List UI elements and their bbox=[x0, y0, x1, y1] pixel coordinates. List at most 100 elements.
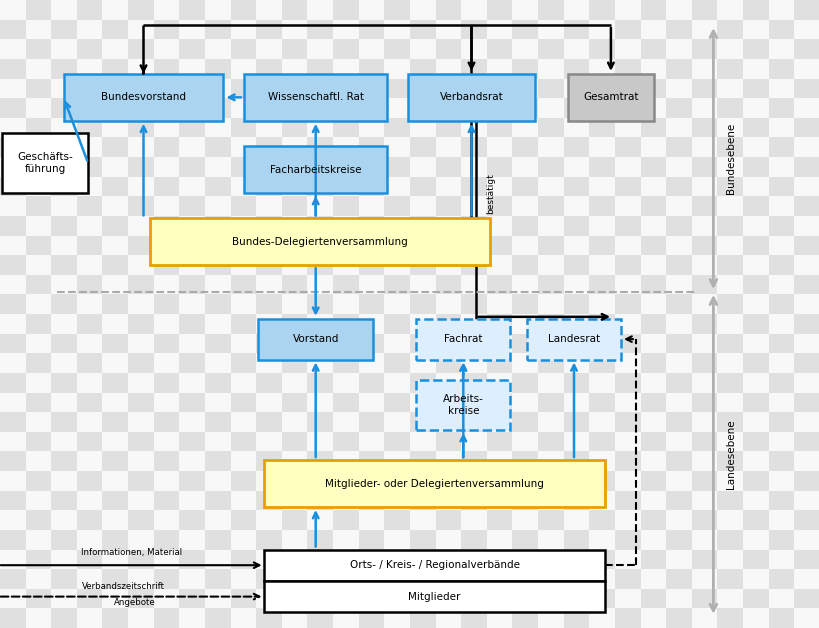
Bar bbox=[537, 373, 563, 392]
Bar bbox=[154, 138, 179, 157]
Bar bbox=[77, 98, 102, 118]
Bar bbox=[640, 432, 665, 452]
Bar bbox=[154, 412, 179, 432]
Bar bbox=[256, 0, 282, 19]
Bar bbox=[691, 39, 717, 59]
Bar bbox=[768, 19, 794, 39]
Bar bbox=[154, 275, 179, 295]
Bar bbox=[717, 373, 742, 392]
Bar bbox=[410, 471, 435, 490]
Bar bbox=[717, 19, 742, 39]
Bar bbox=[25, 353, 51, 373]
Bar bbox=[307, 196, 333, 216]
Bar bbox=[794, 78, 819, 98]
Bar bbox=[563, 216, 589, 236]
Bar bbox=[665, 118, 691, 138]
Bar bbox=[563, 392, 589, 412]
Bar bbox=[359, 314, 384, 333]
Bar bbox=[102, 216, 128, 236]
Bar bbox=[154, 98, 179, 118]
Bar bbox=[25, 275, 51, 295]
Bar bbox=[256, 530, 282, 550]
Bar bbox=[537, 471, 563, 490]
Bar bbox=[230, 333, 256, 353]
Bar bbox=[333, 333, 359, 353]
Bar bbox=[435, 510, 460, 530]
Bar bbox=[205, 432, 230, 452]
Bar bbox=[563, 412, 589, 432]
Bar bbox=[384, 275, 410, 295]
Text: Mitglieder- oder Delegiertenversammlung: Mitglieder- oder Delegiertenversammlung bbox=[325, 479, 543, 489]
Bar bbox=[717, 176, 742, 196]
Bar bbox=[359, 392, 384, 412]
Bar bbox=[435, 216, 460, 236]
Bar bbox=[742, 216, 768, 236]
Bar bbox=[410, 373, 435, 392]
Bar bbox=[230, 216, 256, 236]
Bar bbox=[717, 275, 742, 295]
Bar bbox=[537, 452, 563, 471]
Bar bbox=[256, 98, 282, 118]
Bar bbox=[691, 295, 717, 314]
Bar bbox=[51, 333, 77, 353]
Bar bbox=[640, 550, 665, 569]
Bar bbox=[307, 333, 333, 353]
Bar bbox=[614, 78, 640, 98]
Bar bbox=[0, 432, 25, 452]
Bar bbox=[665, 530, 691, 550]
Bar bbox=[512, 373, 537, 392]
Bar bbox=[25, 314, 51, 333]
Bar bbox=[205, 589, 230, 609]
Bar bbox=[179, 157, 205, 176]
Bar bbox=[614, 39, 640, 59]
Bar bbox=[307, 176, 333, 196]
Bar bbox=[589, 255, 614, 275]
Bar bbox=[51, 432, 77, 452]
Bar bbox=[768, 333, 794, 353]
Bar bbox=[768, 373, 794, 392]
Bar bbox=[768, 432, 794, 452]
Bar bbox=[230, 373, 256, 392]
Bar bbox=[128, 138, 154, 157]
Bar bbox=[0, 138, 25, 157]
Bar bbox=[256, 412, 282, 432]
Bar bbox=[589, 412, 614, 432]
Bar bbox=[563, 78, 589, 98]
Bar bbox=[359, 275, 384, 295]
Bar bbox=[154, 19, 179, 39]
Bar bbox=[128, 39, 154, 59]
Bar bbox=[717, 78, 742, 98]
Bar bbox=[435, 550, 460, 569]
Bar bbox=[794, 333, 819, 353]
Bar bbox=[179, 510, 205, 530]
Bar bbox=[128, 295, 154, 314]
Bar bbox=[384, 295, 410, 314]
Bar bbox=[282, 353, 307, 373]
Bar bbox=[0, 216, 25, 236]
Bar bbox=[205, 569, 230, 589]
Bar bbox=[384, 510, 410, 530]
Bar bbox=[435, 609, 460, 628]
Bar bbox=[0, 59, 25, 78]
Bar bbox=[333, 275, 359, 295]
Bar bbox=[665, 490, 691, 510]
Bar bbox=[794, 550, 819, 569]
Bar bbox=[128, 19, 154, 39]
Bar bbox=[384, 196, 410, 216]
Bar bbox=[742, 373, 768, 392]
Bar bbox=[77, 333, 102, 353]
Bar bbox=[307, 589, 333, 609]
Bar bbox=[691, 98, 717, 118]
Bar bbox=[665, 295, 691, 314]
Bar bbox=[102, 98, 128, 118]
Bar bbox=[486, 78, 512, 98]
Bar bbox=[256, 78, 282, 98]
Bar bbox=[742, 78, 768, 98]
Bar bbox=[742, 392, 768, 412]
Bar bbox=[282, 295, 307, 314]
Bar bbox=[205, 333, 230, 353]
Bar bbox=[282, 471, 307, 490]
Bar bbox=[537, 609, 563, 628]
Bar bbox=[691, 471, 717, 490]
Bar bbox=[282, 550, 307, 569]
